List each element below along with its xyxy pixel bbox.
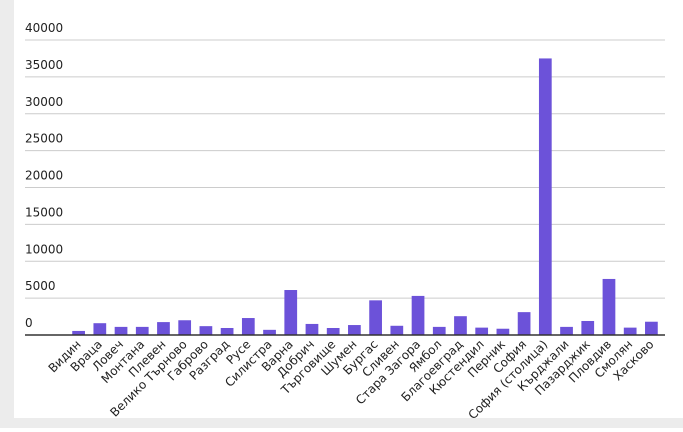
- y-tick-label: 5000: [25, 279, 56, 293]
- bar: [284, 290, 298, 335]
- bottom-strip: [0, 418, 683, 428]
- bar: [517, 312, 531, 335]
- bar: [496, 328, 510, 335]
- bar: [645, 321, 658, 335]
- y-tick-label: 10000: [25, 242, 63, 256]
- bar: [454, 316, 467, 335]
- bar: [199, 326, 213, 335]
- y-tick-label: 30000: [25, 95, 63, 109]
- y-tick-label: 15000: [25, 205, 63, 219]
- bar: [538, 58, 552, 335]
- bar: [475, 327, 489, 335]
- bar: [114, 326, 128, 335]
- bar: [432, 326, 446, 335]
- bar: [157, 322, 170, 335]
- bar: [305, 323, 319, 335]
- y-tick-label: 35000: [25, 58, 63, 72]
- y-tick-label: 20000: [25, 169, 63, 183]
- bar: [241, 318, 255, 335]
- y-tick-label: 25000: [25, 132, 63, 146]
- bar: [602, 278, 616, 335]
- bar: [623, 327, 637, 335]
- bar: [326, 327, 340, 335]
- bar: [178, 320, 192, 335]
- bar: [560, 326, 573, 335]
- bar: [263, 329, 276, 335]
- bar: [348, 325, 361, 335]
- bar: [390, 325, 404, 335]
- bar: [93, 323, 107, 335]
- bar: [411, 295, 425, 335]
- bar: [220, 327, 234, 335]
- y-tick-label: 40000: [25, 21, 63, 35]
- side-strip: [0, 0, 14, 428]
- y-tick-label: 0: [25, 316, 33, 330]
- bar: [135, 326, 149, 335]
- bar: [72, 330, 85, 335]
- bar: [369, 300, 382, 335]
- bar: [581, 320, 595, 335]
